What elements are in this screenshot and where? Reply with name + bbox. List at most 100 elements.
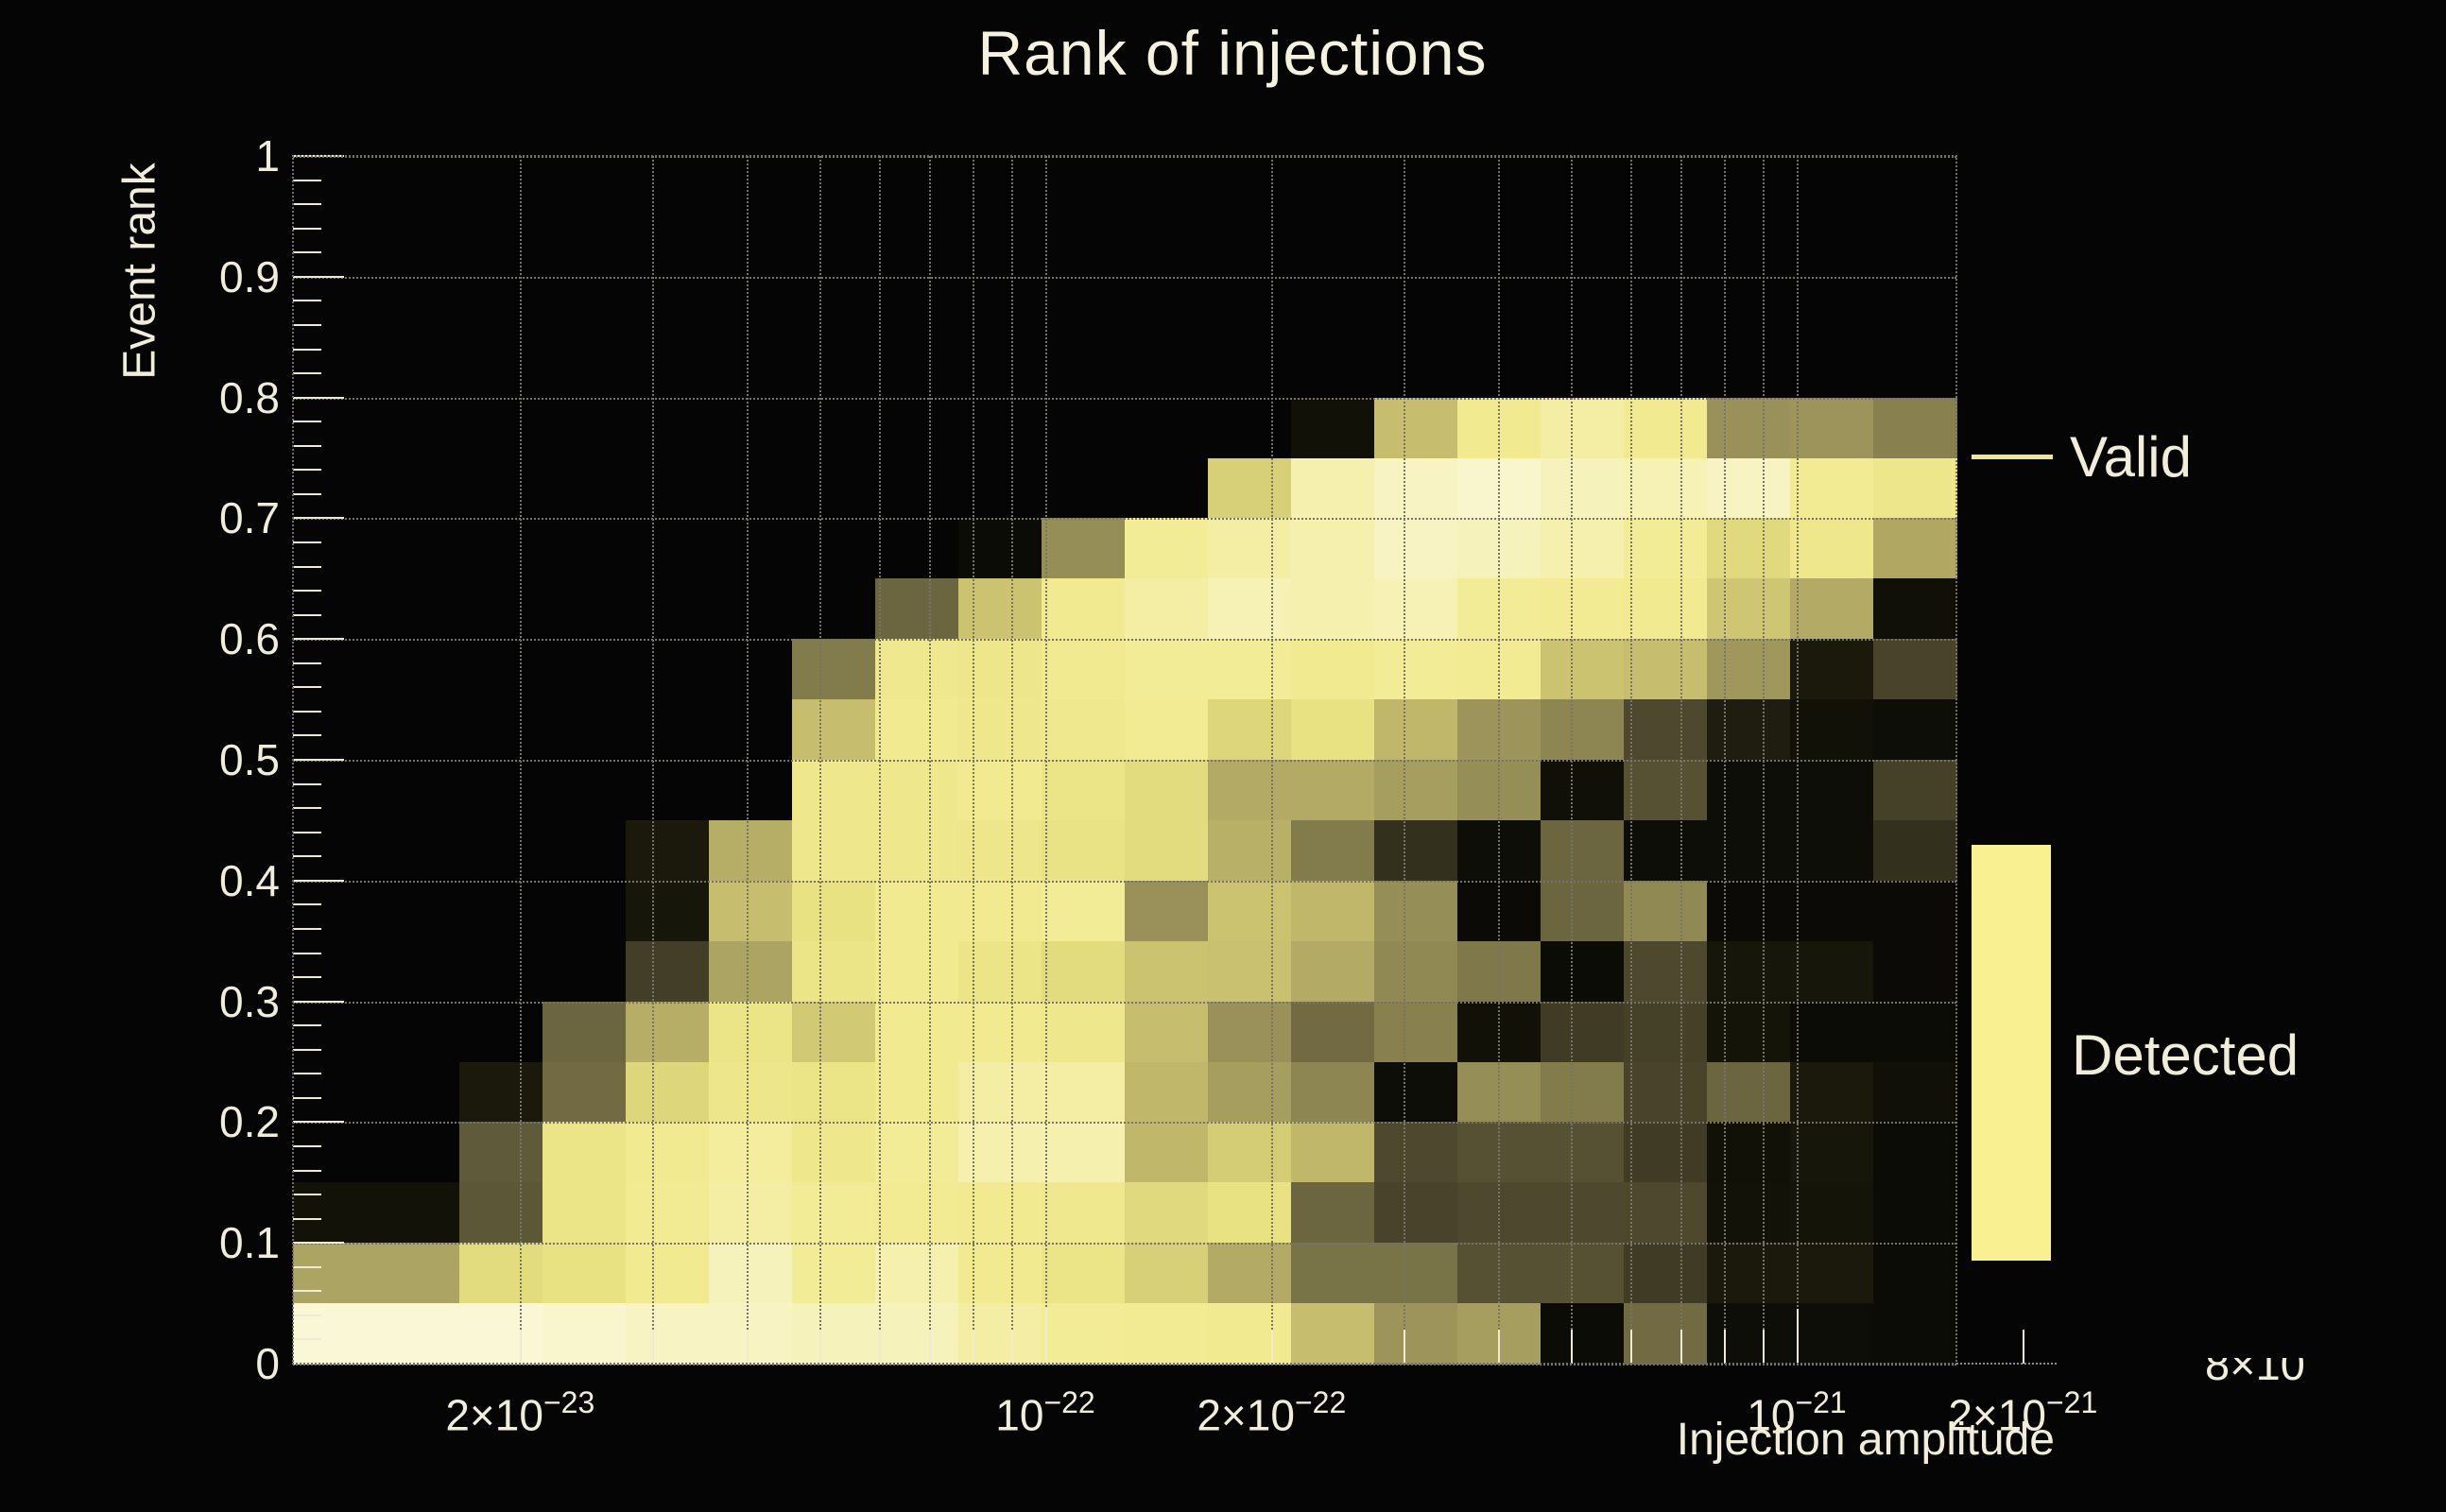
heatmap-cell (1541, 397, 1625, 459)
y-major-tick (293, 275, 344, 278)
heatmap-cell (1624, 639, 1708, 700)
x-minor-tick (1497, 1330, 1500, 1364)
heatmap-cell (376, 1243, 460, 1304)
heatmap-cell (792, 639, 876, 700)
heatmap-cell (1208, 699, 1292, 761)
heatmap-cell (1873, 880, 1957, 942)
y-minor-tick (293, 734, 321, 737)
heatmap-cell (1125, 940, 1209, 1003)
y-major-tick (293, 396, 344, 399)
heatmap-cell (1790, 457, 1874, 519)
heatmap-cell (958, 1122, 1042, 1183)
heatmap-cell (1374, 639, 1458, 700)
y-minor-tick (293, 613, 321, 616)
heatmap-cell (1291, 518, 1375, 579)
x-minor-tick (1271, 1330, 1274, 1364)
heatmap-cell (1291, 880, 1375, 942)
heatmap-cell (1374, 819, 1458, 882)
heatmap-cell (1707, 518, 1791, 579)
heatmap-cell (1707, 1243, 1791, 1304)
heatmap-cell (1624, 880, 1708, 942)
heatmap-cell (1291, 1001, 1375, 1063)
heatmap-cell (958, 699, 1042, 761)
y-minor-tick (293, 203, 321, 206)
heatmap-cell (1125, 1182, 1209, 1244)
heatmap-cell (1042, 518, 1126, 579)
heatmap-cell (1790, 819, 1874, 882)
y-gridline (293, 1001, 1956, 1004)
y-minor-tick (293, 927, 321, 930)
x-minor-tick (1724, 1330, 1726, 1364)
heatmap-cell (543, 1001, 627, 1063)
heatmap-cell (1873, 699, 1957, 761)
heatmap-cell (1707, 760, 1791, 821)
chart-title: Rank of injections (977, 18, 1488, 88)
x-minor-tick (1762, 1330, 1765, 1364)
heatmap-cell (459, 1243, 543, 1304)
y-minor-tick (293, 565, 321, 568)
heatmap-cell (1541, 940, 1625, 1003)
heatmap-cell (1541, 1061, 1625, 1123)
heatmap-cell (626, 940, 710, 1003)
heatmap-cell (1374, 699, 1458, 761)
y-tick-label: 0.6 (219, 614, 280, 664)
heatmap-cell (1624, 1182, 1708, 1244)
x-minor-tick (928, 1330, 931, 1364)
y-tick-label: 0 (255, 1339, 280, 1388)
heatmap-cell (1790, 1061, 1874, 1123)
heatmap-cell (1291, 1303, 1375, 1365)
y-gridline (293, 1122, 1956, 1125)
heatmap-cell (1707, 1303, 1791, 1365)
heatmap-cell (1707, 699, 1791, 761)
heatmap-cell (1042, 699, 1126, 761)
heatmap-cell (1541, 880, 1625, 942)
heatmap-cell (1374, 1182, 1458, 1244)
y-minor-tick (293, 227, 321, 230)
x-minor-tick (818, 1330, 821, 1364)
heatmap-cell (1707, 1001, 1791, 1063)
heatmap-cell (1541, 699, 1625, 761)
heatmap-cell (875, 1303, 959, 1365)
x-tick-label: 10−21 (1747, 1385, 1847, 1440)
heatmap-cell (1790, 699, 1874, 761)
heatmap-cell (1374, 1061, 1458, 1123)
heatmap-cell (1042, 1243, 1126, 1304)
heatmap-cell (1873, 760, 1957, 821)
y-minor-tick (293, 782, 321, 785)
heatmap-cell (1873, 819, 1957, 882)
y-tick-label: 1 (255, 131, 280, 180)
heatmap-cell (958, 1001, 1042, 1063)
heatmap-cell (792, 1243, 876, 1304)
heatmap-cell (709, 1061, 793, 1123)
heatmap-cell (1125, 518, 1209, 579)
heatmap-cell (1291, 819, 1375, 882)
heatmap-cell (709, 1182, 793, 1244)
heatmap-cell (792, 1182, 876, 1244)
y-major-tick (293, 879, 344, 882)
heatmap-cell (626, 1303, 710, 1365)
heatmap-cell (543, 1243, 627, 1304)
heatmap-cell (459, 1303, 543, 1365)
y-minor-tick (293, 710, 321, 713)
heatmap-cell (1374, 518, 1458, 579)
heatmap-cell (1291, 1243, 1375, 1304)
heatmap-cell (1042, 819, 1126, 882)
heatmap-cell (1208, 1303, 1292, 1365)
heatmap-cell (459, 1122, 543, 1183)
y-minor-tick (293, 1265, 321, 1268)
heatmap-cell (1707, 1061, 1791, 1123)
y-minor-tick (293, 903, 321, 906)
heatmap-cell (293, 1243, 377, 1304)
heatmap-cell (1707, 639, 1791, 700)
heatmap-cell (958, 639, 1042, 700)
heatmap-cell (792, 760, 876, 821)
y-tick-label: 0.9 (219, 251, 280, 301)
heatmap-cell (1208, 940, 1292, 1003)
heatmap-cell (958, 1243, 1042, 1304)
heatmap-cell (543, 1122, 627, 1183)
heatmap-cell (626, 1061, 710, 1123)
heatmap-cell (1707, 880, 1791, 942)
y-minor-tick (293, 1073, 321, 1075)
y-minor-tick (293, 348, 321, 351)
heatmap-cell (792, 1122, 876, 1183)
